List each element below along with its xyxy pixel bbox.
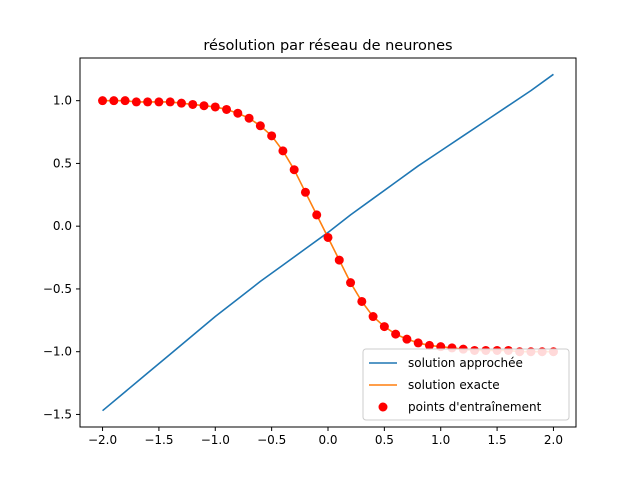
training-point bbox=[267, 131, 277, 141]
y-tick-label: −1.0 bbox=[43, 345, 72, 359]
training-point bbox=[176, 98, 186, 108]
training-point bbox=[424, 340, 434, 350]
axes: −2.0 −1.5 −1.0 −0.5 0.0 0.5 1.0 1.5 2.0 1.0 0.5 0.0… bbox=[43, 57, 577, 447]
training-point bbox=[413, 338, 423, 348]
training-point bbox=[334, 255, 344, 265]
training-point bbox=[244, 113, 254, 123]
legend-swatch-marker bbox=[378, 402, 388, 412]
training-point bbox=[312, 210, 322, 220]
x-tick-label: −1.0 bbox=[201, 433, 230, 447]
x-tick-label: 1.5 bbox=[488, 433, 507, 447]
training-point bbox=[323, 232, 333, 242]
x-tick-label: −1.5 bbox=[144, 433, 173, 447]
training-point bbox=[300, 187, 310, 197]
training-point bbox=[131, 97, 141, 107]
training-point bbox=[210, 102, 220, 112]
legend-box bbox=[362, 348, 570, 421]
legend-label: solution exacte bbox=[408, 378, 500, 392]
training-point bbox=[188, 99, 198, 109]
training-point bbox=[109, 96, 119, 106]
x-tick-label: 0.5 bbox=[375, 433, 394, 447]
training-point bbox=[165, 97, 175, 107]
training-point bbox=[346, 278, 356, 288]
legend-label: points d'entraînement bbox=[408, 400, 542, 414]
series-line-solution-approch-e bbox=[102, 73, 554, 412]
legend: solution approchée solution exacte points … bbox=[362, 348, 570, 421]
training-point bbox=[120, 96, 130, 106]
training-point bbox=[199, 101, 209, 111]
training-point bbox=[357, 296, 367, 306]
training-point bbox=[98, 96, 108, 106]
x-tick-label: −0.5 bbox=[257, 433, 286, 447]
training-point bbox=[289, 165, 299, 175]
training-point bbox=[222, 104, 232, 114]
training-point bbox=[278, 146, 288, 156]
training-point bbox=[379, 322, 389, 332]
training-point bbox=[154, 97, 164, 107]
x-tick-label: 2.0 bbox=[544, 433, 563, 447]
y-tick-label: −0.5 bbox=[43, 282, 72, 296]
x-tick-label: −2.0 bbox=[88, 433, 117, 447]
y-tick-label: 0.0 bbox=[53, 219, 72, 233]
legend-label: solution approchée bbox=[408, 356, 523, 370]
y-tick-label: 0.5 bbox=[53, 156, 72, 170]
training-point bbox=[391, 329, 401, 339]
training-point bbox=[402, 334, 412, 344]
training-point bbox=[255, 121, 265, 131]
chart-title: résolution par réseau de neurones bbox=[203, 38, 452, 54]
x-tick-label: 1.0 bbox=[431, 433, 450, 447]
training-point bbox=[143, 97, 153, 107]
training-point bbox=[233, 108, 243, 118]
y-tick-label: 1.0 bbox=[53, 94, 72, 108]
training-point bbox=[368, 312, 378, 322]
x-tick-label: 0.0 bbox=[318, 433, 337, 447]
y-tick-label: −1.5 bbox=[43, 407, 72, 421]
